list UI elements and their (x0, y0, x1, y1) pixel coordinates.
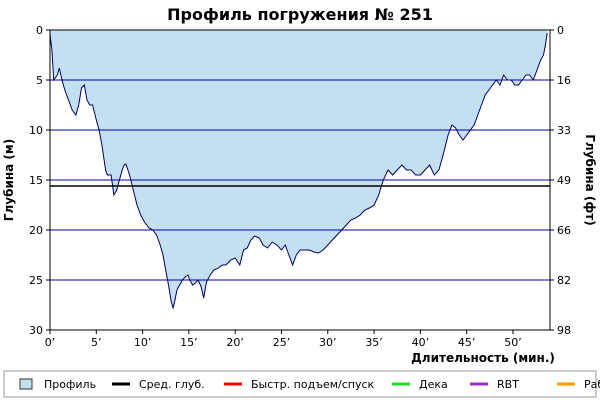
profile-area (50, 30, 548, 308)
legend: Профиль Сред. глуб. Быстр. подъем/спуск Дек… (19, 378, 600, 391)
y-tick-label-left: 0 (36, 24, 43, 37)
y-tick-label-right: 0 (557, 24, 564, 37)
y-tick-label-right: 16 (557, 74, 571, 87)
chart-title: Профиль погружения № 251 (167, 5, 433, 24)
y-axis-label-right: Глубина (фт) (583, 134, 597, 225)
depth-gridlines (50, 79, 550, 281)
x-tick-label: 25’ (273, 336, 291, 349)
legend-swatch (19, 378, 33, 390)
x-tick-label: 30’ (319, 336, 337, 349)
y-tick-label-left: 25 (29, 274, 43, 287)
y-axis-label-left: Глубина (м) (2, 139, 16, 221)
legend-label: Дека (419, 378, 448, 391)
x-tick-label: 15’ (180, 336, 198, 349)
y-tick-label-left: 30 (29, 324, 43, 337)
x-tick-label: 0’ (45, 336, 56, 349)
profile-line (49, 32, 548, 310)
legend-label: Сред. глуб. (139, 378, 205, 391)
legend-box (3, 370, 597, 398)
legend-label: Раб. (584, 378, 600, 391)
y-tick-label-left: 20 (29, 224, 43, 237)
y-tick-label-left: 10 (29, 124, 43, 137)
y-tick-label-left: 5 (36, 74, 43, 87)
y-tick-label-right: 33 (557, 124, 571, 137)
x-tick-label: 5’ (91, 336, 102, 349)
x-tick-label: 45’ (458, 336, 476, 349)
legend-label: Профиль (44, 378, 96, 391)
x-tick-label: 10’ (134, 336, 152, 349)
x-tick-label: 40’ (412, 336, 430, 349)
x-axis-label: Длительность (мин.) (411, 351, 555, 365)
x-tick-label: 50’ (504, 336, 522, 349)
y-tick-label-right: 98 (557, 324, 571, 337)
y-tick-label-right: 66 (557, 224, 571, 237)
x-tick-label: 35’ (365, 336, 383, 349)
y-tick-label-right: 49 (557, 174, 571, 187)
legend-label: Быстр. подъем/спуск (251, 378, 375, 391)
y-tick-label-right: 82 (557, 274, 571, 287)
axis-ticks: 0 0 5 16 10 33 15 49 20 66 25 82 30 98 0’ 5’ 10’ 15’ 20’ 25… (29, 24, 571, 349)
x-tick-label: 20’ (226, 336, 244, 349)
legend-label: RBT (497, 378, 519, 391)
y-tick-label-left: 15 (29, 174, 43, 187)
